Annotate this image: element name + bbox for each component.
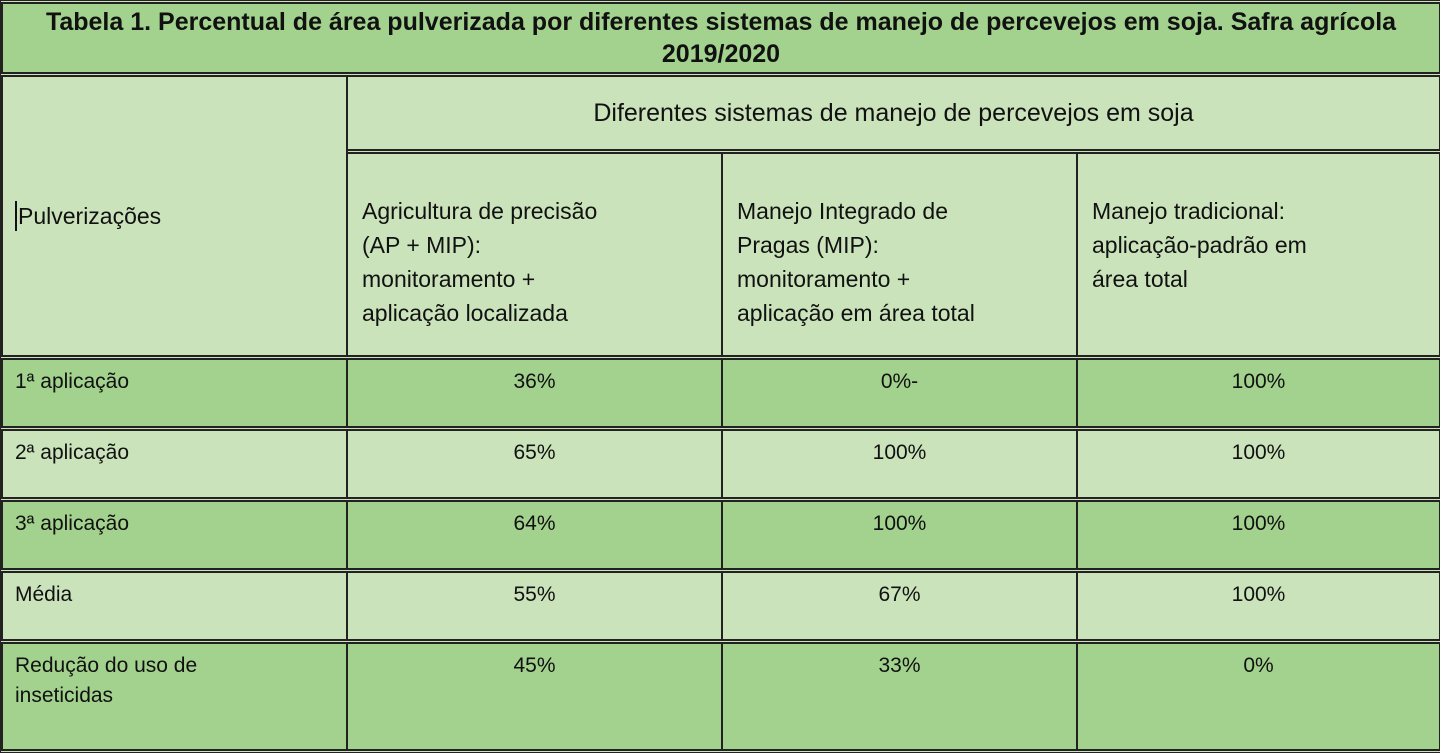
- group-header-cell: Diferentes sistemas de manejo de perceve…: [348, 75, 1440, 151]
- cell-value: 45%: [348, 642, 723, 751]
- row-axis-header-cell: Pulverizações: [1, 75, 348, 357]
- row-label: 1ª aplicação: [1, 358, 348, 428]
- group-header-row: Pulverizações Diferentes sistemas de man…: [1, 75, 1440, 357]
- cell-value: 33%: [723, 642, 1078, 751]
- cell-value: 100%: [1078, 500, 1440, 570]
- column-header-row: Agricultura de precisão (AP + MIP): moni…: [1, 152, 1440, 357]
- cell-value: 55%: [348, 571, 723, 641]
- cell-value: 100%: [1078, 571, 1440, 641]
- table-row: Média 55% 67% 100%: [1, 571, 1440, 641]
- text-cursor: [15, 201, 17, 231]
- cell-value: 64%: [348, 500, 723, 570]
- cell-value: 65%: [348, 429, 723, 499]
- cell-value: 36%: [348, 358, 723, 428]
- table-row: 3ª aplicação 64% 100% 100%: [1, 500, 1440, 570]
- row-label: Média: [1, 571, 348, 641]
- cell-value: 100%: [723, 429, 1078, 499]
- col-header-precision-agriculture: Agricultura de precisão (AP + MIP): moni…: [348, 152, 723, 357]
- table-row: Redução do uso de inseticidas 45% 33% 0%: [1, 642, 1440, 751]
- cell-value: 67%: [723, 571, 1078, 641]
- col-header-traditional-management: Manejo tradicional: aplicação-padrão em …: [1078, 152, 1440, 357]
- cell-value: 100%: [1078, 358, 1440, 428]
- cell-value: 100%: [1078, 429, 1440, 499]
- cell-value: 100%: [723, 500, 1078, 570]
- row-label: Redução do uso de inseticidas: [1, 642, 348, 751]
- row-axis-header-label: Pulverizações: [18, 203, 162, 229]
- col-header-integrated-pest-management: Manejo Integrado de Pragas (MIP): monito…: [723, 152, 1078, 357]
- row-label: 3ª aplicação: [1, 500, 348, 570]
- table-title: Tabela 1. Percentual de área pulverizada…: [1, 2, 1440, 74]
- title-row: Tabela 1. Percentual de área pulverizada…: [1, 2, 1440, 74]
- table-row: 1ª aplicação 36% 0%- 100%: [1, 358, 1440, 428]
- table-row: 2ª aplicação 65% 100% 100%: [1, 429, 1440, 499]
- cell-value: 0%: [1078, 642, 1440, 751]
- cell-value: 0%-: [723, 358, 1078, 428]
- row-label: 2ª aplicação: [1, 429, 348, 499]
